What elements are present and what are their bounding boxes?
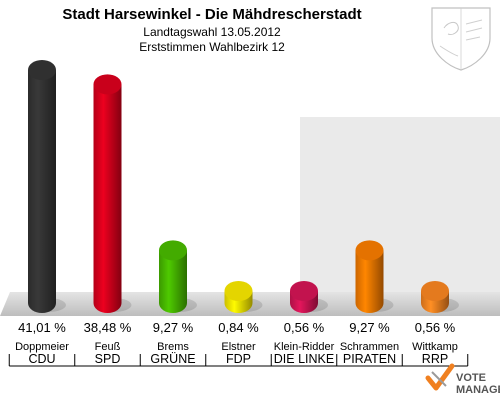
bar-body xyxy=(28,70,56,313)
candidate-label: Klein-Ridder xyxy=(274,341,335,353)
value-labels: 41,01 % 38,48 % 9,27 % 0,84 % 0,56 % 9,27 % 0,… xyxy=(18,320,456,335)
chart-subtitle-2: Erststimmen Wahlbezirk 12 xyxy=(139,40,285,54)
bar-cap xyxy=(224,281,253,301)
party-label: GRÜNE xyxy=(150,352,195,366)
party-label: CDU xyxy=(28,352,55,366)
value-label: 0,84 % xyxy=(218,320,259,335)
vote-manager-logo: VOTE MANAGER xyxy=(425,363,500,396)
bar-cdu xyxy=(28,60,66,313)
candidate-label: Doppmeier xyxy=(15,341,69,353)
coat-of-arms-icon xyxy=(431,7,491,71)
candidate-label: Schrammen xyxy=(340,341,399,353)
bar-body xyxy=(93,84,122,313)
chart-backdrop xyxy=(300,117,500,292)
value-label: 0,56 % xyxy=(415,320,456,335)
bars-group xyxy=(28,60,459,313)
bar-rrp xyxy=(421,281,459,313)
party-label: RRP xyxy=(422,352,448,366)
bar-body xyxy=(355,250,384,313)
watermark-line1: VOTE xyxy=(456,372,486,384)
candidate-label: Elstner xyxy=(221,341,256,353)
bar-cap xyxy=(355,240,384,261)
candidate-label: Brems xyxy=(157,341,189,353)
watermark-line2: MANAGER xyxy=(456,384,500,396)
party-label: PIRATEN xyxy=(343,352,396,366)
bar-cap xyxy=(290,281,318,301)
bar-piraten xyxy=(355,240,394,313)
check-mark-icon xyxy=(425,363,455,391)
value-label: 38,48 % xyxy=(84,320,132,335)
value-label: 9,27 % xyxy=(153,320,194,335)
bar-gr-ne xyxy=(159,240,197,313)
value-label: 9,27 % xyxy=(349,320,390,335)
bar-cap xyxy=(93,74,122,95)
party-label: DIE LINKE xyxy=(274,352,334,366)
bar-die-linke xyxy=(290,281,328,313)
value-label: 0,56 % xyxy=(284,320,325,335)
candidate-label: Wittkamp xyxy=(412,341,458,353)
bar-fdp xyxy=(224,281,263,313)
party-label: SPD xyxy=(95,352,121,366)
chart-title: Stadt Harsewinkel - Die Mähdrescherstadt xyxy=(62,6,361,23)
chart-subtitle-1: Landtagswahl 13.05.2012 xyxy=(143,25,281,39)
bar-cap xyxy=(159,240,187,261)
bar-spd xyxy=(93,74,132,313)
bar-cap xyxy=(28,60,56,80)
bar-body xyxy=(159,250,187,313)
bar-cap xyxy=(421,281,449,301)
candidate-label: Feuß xyxy=(95,341,121,353)
party-label: FDP xyxy=(226,352,251,366)
value-label: 41,01 % xyxy=(18,320,66,335)
